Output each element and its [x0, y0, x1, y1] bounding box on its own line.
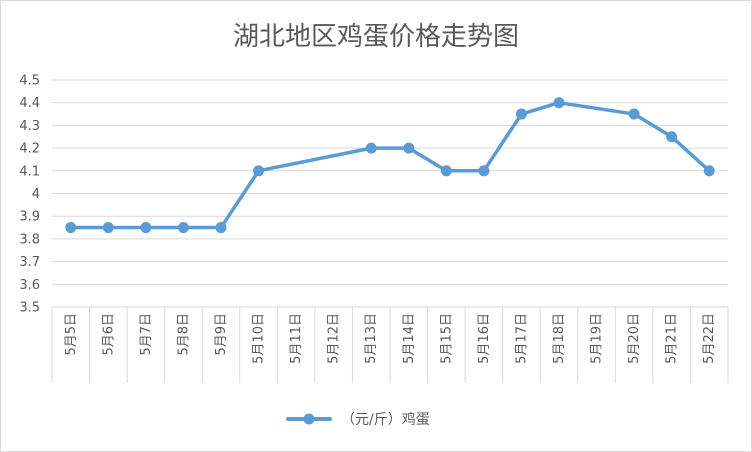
- data-point: [215, 222, 227, 234]
- data-point: [365, 142, 377, 154]
- x-tick-label: 5月20日: [627, 313, 642, 364]
- x-tick-label: 5月14日: [402, 313, 417, 364]
- x-tick-label: 5月7日: [139, 313, 154, 356]
- x-tick-label: 5月19日: [590, 313, 605, 364]
- y-tick-label: 4.2: [19, 142, 40, 157]
- x-tick-label: 5月22日: [702, 313, 717, 364]
- legend-dot-marker: [303, 413, 315, 425]
- chart-title: 湖北地区鸡蛋价格走势图: [233, 22, 519, 52]
- data-point: [140, 222, 152, 234]
- y-tick-label: 3.5: [19, 301, 40, 316]
- y-tick-label: 4.4: [19, 96, 40, 111]
- data-point: [177, 222, 189, 234]
- y-tick-label: 3.6: [19, 278, 40, 293]
- x-tick-label: 5月12日: [327, 313, 342, 364]
- y-axis-ticks: 3.5 3.6 3.7 3.8 3.9 4 4.1 4.2 4.3 4.4 4.5: [19, 74, 40, 316]
- x-tick-label: 5月5日: [64, 313, 79, 356]
- x-tick-label: 5月6日: [101, 313, 116, 356]
- data-point: [553, 97, 565, 109]
- legend-label: （元/斤）鸡蛋: [341, 411, 430, 428]
- series-layer: [65, 97, 715, 234]
- x-tick-label: 5月21日: [665, 313, 680, 364]
- x-tick-label: 5月18日: [552, 313, 567, 364]
- x-tick-label: 5月11日: [289, 313, 304, 364]
- y-tick-label: 4: [32, 187, 40, 202]
- data-point: [102, 222, 114, 234]
- series-line: [69, 100, 711, 230]
- data-point: [703, 165, 715, 177]
- data-point: [65, 222, 77, 234]
- data-point: [515, 108, 527, 120]
- gridlines: [51, 79, 729, 383]
- legend: （元/斤）鸡蛋: [286, 411, 430, 428]
- data-point: [478, 165, 490, 177]
- x-tick-label: 5月15日: [439, 313, 454, 364]
- data-point: [666, 131, 678, 143]
- x-tick-label: 5月17日: [514, 313, 529, 364]
- y-tick-label: 4.1: [19, 164, 40, 179]
- x-tick-label: 5月10日: [252, 313, 267, 364]
- x-tick-label: 5月16日: [477, 313, 492, 364]
- x-axis-ticks: 5月5日 5月6日 5月7日 5月8日 5月9日 5月10日 5月11日 5月12日 5月13日…: [64, 313, 717, 364]
- y-tick-label: 3.9: [19, 210, 40, 225]
- y-tick-label: 3.7: [19, 255, 40, 270]
- data-point: [403, 142, 415, 154]
- data-point: [628, 108, 640, 120]
- data-point: [440, 165, 452, 177]
- x-tick-label: 5月9日: [214, 313, 229, 356]
- x-tick-label: 5月8日: [176, 313, 191, 356]
- y-tick-label: 4.5: [19, 74, 40, 89]
- data-point: [253, 165, 265, 177]
- y-tick-label: 4.3: [19, 119, 40, 134]
- y-tick-label: 3.8: [19, 232, 40, 247]
- x-tick-label: 5月13日: [364, 313, 379, 364]
